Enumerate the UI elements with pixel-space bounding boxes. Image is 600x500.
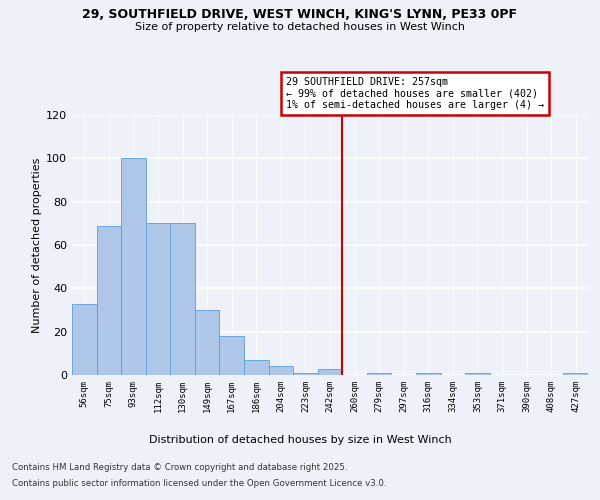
Text: 29 SOUTHFIELD DRIVE: 257sqm
← 99% of detached houses are smaller (402)
1% of sem: 29 SOUTHFIELD DRIVE: 257sqm ← 99% of det… (286, 76, 544, 110)
Bar (244, 360, 269, 375)
Bar (269, 366, 293, 375)
Bar (318, 368, 342, 375)
Text: Size of property relative to detached houses in West Winch: Size of property relative to detached ho… (135, 22, 465, 32)
Bar (97, 226, 121, 375)
Bar (416, 373, 440, 375)
Bar (170, 224, 195, 375)
Bar (72, 304, 97, 375)
Bar (220, 336, 244, 375)
Text: Contains public sector information licensed under the Open Government Licence v3: Contains public sector information licen… (12, 479, 386, 488)
Bar (465, 373, 490, 375)
Bar (367, 373, 391, 375)
Bar (293, 373, 318, 375)
Text: Contains HM Land Registry data © Crown copyright and database right 2025.: Contains HM Land Registry data © Crown c… (12, 462, 347, 471)
Y-axis label: Number of detached properties: Number of detached properties (32, 158, 42, 332)
Bar (121, 158, 146, 375)
Text: Distribution of detached houses by size in West Winch: Distribution of detached houses by size … (149, 435, 451, 445)
Text: 29, SOUTHFIELD DRIVE, WEST WINCH, KING'S LYNN, PE33 0PF: 29, SOUTHFIELD DRIVE, WEST WINCH, KING'S… (83, 8, 517, 20)
Bar (146, 224, 170, 375)
Bar (195, 310, 220, 375)
Bar (563, 373, 588, 375)
